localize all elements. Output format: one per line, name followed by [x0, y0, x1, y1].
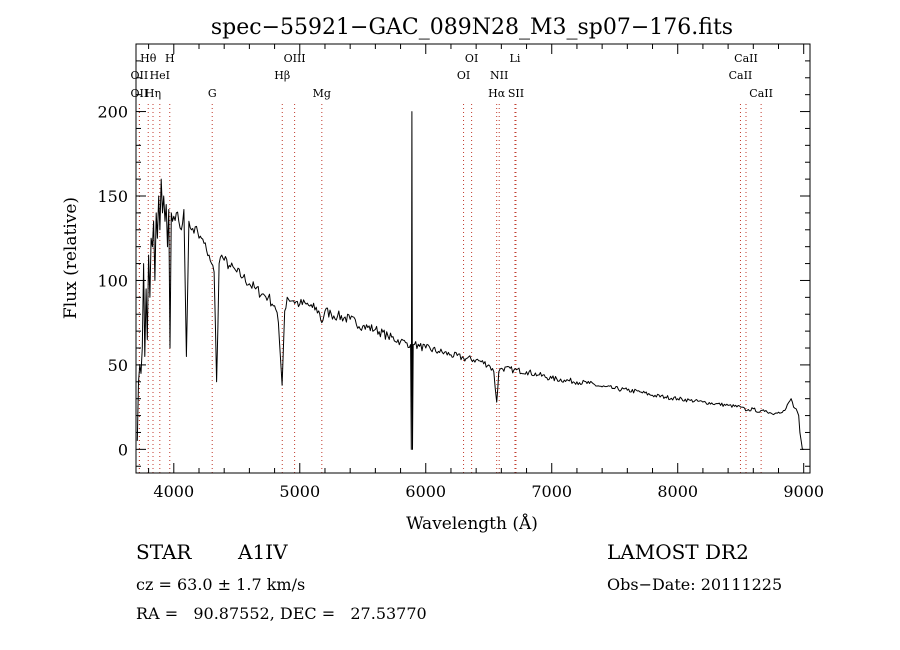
spectrum-line-layer	[136, 111, 804, 450]
line-marker-label: G	[208, 87, 217, 100]
line-marker-label: Li	[510, 52, 521, 65]
y-axis: 0 50 100 150 200	[97, 60, 810, 467]
x-tick-label: 4000	[153, 482, 194, 501]
object-class: STAR	[136, 540, 192, 564]
survey-name: LAMOST DR2	[607, 540, 749, 564]
x-axis-label: Wavelength (Å)	[406, 513, 538, 534]
line-marker-label: Hη	[145, 87, 161, 100]
y-tick-label: 150	[97, 187, 128, 206]
x-tick-label: 5000	[279, 482, 320, 501]
plot-frame	[135, 43, 811, 474]
line-marker-label: NII	[490, 69, 508, 82]
line-marker-label: CaII	[749, 87, 773, 100]
object-subclass: A1IV	[238, 540, 288, 564]
line-marker-label: SII	[508, 87, 524, 100]
spectrum-line	[136, 111, 804, 450]
y-axis-label: Flux (relative)	[61, 197, 81, 319]
x-tick-label: 6000	[405, 482, 446, 501]
line-marker-label: H	[165, 52, 175, 65]
x-axis: 4000 5000 6000 7000 8000 9000	[148, 44, 824, 501]
line-marker-label: OI	[457, 69, 470, 82]
redshift-cz: cz = 63.0 ± 1.7 km/s	[136, 575, 306, 594]
y-tick-label: 200	[97, 103, 128, 122]
y-tick-label: 0	[118, 440, 128, 459]
line-marker-label: Hα	[488, 87, 506, 100]
y-tick-label: 100	[97, 271, 128, 290]
line-marker-label: HeI	[150, 69, 170, 82]
observation-date: Obs−Date: 20111225	[607, 575, 783, 594]
chart-title: spec−55921−GAC_089N28_M3_sp07−176.fits	[211, 15, 733, 40]
x-tick-label: 7000	[531, 482, 572, 501]
line-marker-label: CaII	[734, 52, 758, 65]
x-tick-label: 9000	[783, 482, 824, 501]
line-marker-label: Hθ	[140, 52, 157, 65]
line-marker-label: OII	[131, 87, 149, 100]
line-marker-label: Mg	[313, 87, 331, 100]
line-marker-label: OIII	[284, 52, 306, 65]
line-marker-label: Hβ	[274, 69, 290, 82]
line-marker-label: OI	[465, 52, 478, 65]
line-marker-label: OII	[131, 69, 149, 82]
x-tick-label: 8000	[657, 482, 698, 501]
coordinates: RA = 90.87552, DEC = 27.53770	[136, 604, 427, 623]
line-marker-label: CaII	[729, 69, 753, 82]
y-tick-label: 50	[108, 356, 128, 375]
